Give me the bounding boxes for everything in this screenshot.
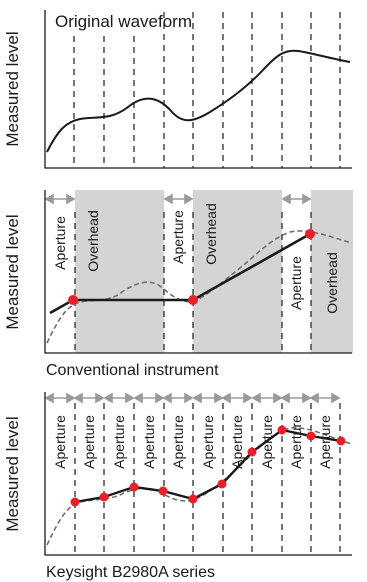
- aperture-label: Aperture: [52, 216, 68, 270]
- aperture-label: Aperture: [288, 256, 304, 310]
- original-waveform-panel: Original waveform Measured level: [3, 10, 352, 169]
- overhead-region: [311, 190, 353, 353]
- overhead-region: [75, 190, 164, 353]
- bottom-aperture-labels: Aperture Aperture Aperture Aperture Aper…: [52, 415, 333, 469]
- b2980a-sample-point: [188, 494, 198, 504]
- top-ylabel: Measured level: [3, 31, 22, 146]
- b2980a-sample-point: [277, 425, 287, 435]
- b2980a-sample-point: [217, 479, 227, 489]
- aperture-label: Aperture: [170, 415, 186, 469]
- aperture-label: Aperture: [317, 415, 333, 469]
- top-title: Original waveform: [55, 12, 192, 31]
- top-axes: [44, 10, 352, 169]
- aperture-label: Aperture: [259, 415, 275, 469]
- bottom-axes: [44, 392, 352, 556]
- aperture-label: Aperture: [141, 415, 157, 469]
- aperture-label: Aperture: [229, 415, 245, 469]
- aperture-label: Aperture: [288, 415, 304, 469]
- b2980a-panel: Aperture Aperture Aperture Aperture Aper…: [3, 392, 353, 556]
- b2980a-caption: Keysight B2980A series: [46, 564, 215, 581]
- b2980a-measured-line: [74, 428, 342, 504]
- b2980a-sample-point: [247, 447, 257, 457]
- aperture-label: Aperture: [200, 415, 216, 469]
- aperture-label: Aperture: [52, 415, 68, 469]
- middle-aperture-arrows: [44, 193, 312, 205]
- top-dividers: [73, 12, 341, 168]
- overhead-region: [193, 190, 282, 353]
- overhead-label: Overhead: [85, 210, 101, 271]
- middle-ylabel: Measured level: [3, 214, 22, 329]
- aperture-label: Aperture: [81, 415, 97, 469]
- conventional-sample-point: [305, 229, 315, 239]
- aperture-label: Aperture: [170, 210, 186, 264]
- original-waveform-curve: [46, 49, 351, 153]
- conventional-sample-point: [68, 295, 78, 305]
- conventional-panel: Aperture Overhead Aperture Overhead Aper…: [3, 190, 353, 354]
- overhead-label: Overhead: [203, 203, 219, 264]
- overhead-label: Overhead: [324, 252, 340, 313]
- b2980a-sample-point: [99, 492, 109, 502]
- bottom-dividers: [74, 403, 341, 555]
- middle-axes: [44, 190, 352, 354]
- bottom-ylabel: Measured level: [3, 416, 22, 531]
- b2980a-sample-point: [306, 431, 316, 441]
- conventional-sample-point: [188, 295, 198, 305]
- aperture-label: Aperture: [111, 415, 127, 469]
- b2980a-sample-point: [129, 482, 139, 492]
- bottom-aperture-arrows: [44, 392, 341, 404]
- conventional-caption: Conventional instrument: [46, 362, 219, 379]
- conventional-measured-line: [49, 232, 311, 315]
- b2980a-sample-points: [70, 425, 346, 507]
- b2980a-sample-point: [158, 486, 168, 496]
- b2980a-sample-point: [336, 436, 346, 446]
- b2980a-sample-point: [70, 497, 80, 507]
